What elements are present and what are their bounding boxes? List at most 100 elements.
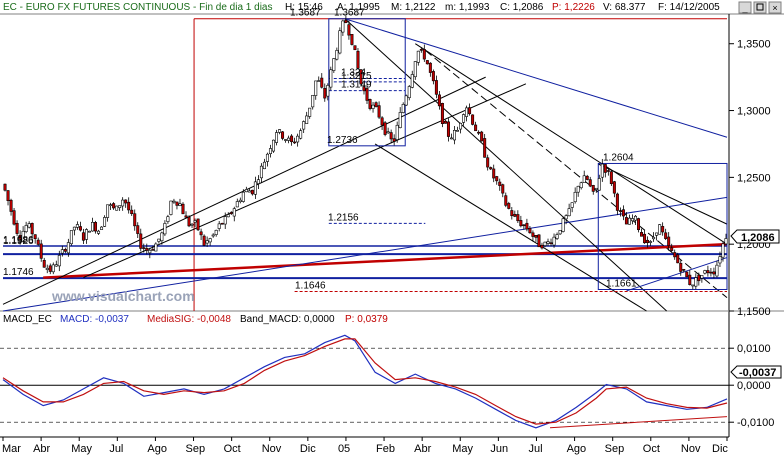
candle-up: [462, 114, 466, 123]
time-tick-label: Feb: [376, 443, 395, 455]
price-header: EC - EURO FX FUTURES CONTINUOUS - Fin de…: [3, 2, 720, 13]
header-p: P: 1,2226: [552, 2, 595, 13]
maximize-button[interactable]: [753, 1, 767, 14]
candle-up: [341, 20, 345, 33]
candle-down: [112, 203, 116, 209]
time-tick-label: Jul: [109, 443, 123, 455]
candle-up: [75, 224, 79, 228]
candle-up: [546, 241, 550, 244]
time-tick-label: Abr: [414, 443, 431, 455]
candle-down: [30, 223, 34, 235]
current-macd-label: -0,0037: [739, 367, 776, 379]
candle-up: [103, 217, 107, 227]
macd-tick-label: 0,0000: [737, 380, 771, 392]
candle-up: [564, 215, 568, 220]
candle-down: [519, 220, 523, 227]
candle-down: [501, 184, 505, 194]
header-min: m: 1,1993: [445, 2, 490, 13]
candle-up: [558, 230, 562, 235]
candle-down: [323, 88, 327, 99]
red-trend-line: [43, 242, 728, 279]
candle-up: [60, 249, 64, 254]
current-price-box: [730, 229, 780, 244]
candle-up: [416, 50, 420, 63]
candle-up: [244, 189, 248, 193]
candle-up: [100, 226, 104, 230]
candle-down: [549, 242, 553, 245]
candle-up: [404, 95, 408, 106]
black-channel-2: [415, 43, 728, 245]
candle-up: [600, 163, 604, 178]
candle-down: [443, 120, 447, 124]
time-tick-label: Jul: [528, 443, 542, 455]
candle-up: [326, 85, 330, 97]
candle-up: [166, 216, 170, 222]
level-label: 1.1986: [3, 235, 34, 246]
candle-down: [640, 232, 644, 237]
candle-up: [51, 264, 55, 273]
level-label: 1.3215: [341, 71, 372, 82]
candle-down: [670, 247, 674, 251]
candle-down: [588, 179, 592, 187]
candle-down: [709, 271, 713, 274]
candle-up: [27, 223, 31, 228]
fib-box-2: [597, 162, 728, 290]
candle-up: [576, 185, 580, 193]
candle-up: [371, 104, 375, 109]
time-tick-label: Nov: [262, 443, 282, 455]
candle-down: [293, 141, 297, 144]
time-tick-label: Sep: [605, 443, 625, 455]
current-macd-flag: -0,0037: [730, 365, 782, 379]
candle-up: [115, 205, 119, 211]
close-button[interactable]: [768, 1, 782, 14]
candle-up: [205, 240, 209, 244]
minimize-button[interactable]: [738, 1, 752, 14]
close-icon: ×: [772, 3, 777, 13]
header-hour: H: 15:46: [285, 2, 323, 13]
candle-up: [314, 80, 318, 96]
candle-down: [33, 234, 37, 240]
candle-up: [582, 175, 586, 183]
candle-up: [386, 131, 390, 134]
candle-down: [18, 234, 22, 240]
candle-up: [106, 204, 110, 218]
candle-down: [492, 168, 496, 179]
candle-up: [395, 124, 399, 140]
candle-up: [235, 201, 239, 208]
level-label: 1.3687: [334, 8, 365, 19]
candle-down: [528, 228, 532, 234]
candle-up: [627, 217, 631, 225]
candle-up: [66, 242, 70, 254]
candle-down: [637, 218, 641, 231]
candle-up: [597, 178, 601, 191]
window-buttons: _ ×: [738, 1, 782, 14]
candle-up: [700, 275, 704, 279]
candle-up: [118, 205, 122, 209]
time-tick-label: Ago: [567, 443, 587, 455]
candle-down: [181, 203, 185, 215]
candle-down: [621, 209, 625, 217]
candle-up: [658, 224, 662, 235]
candle-down: [39, 243, 43, 259]
time-tick-label: May: [452, 443, 473, 455]
candle-down: [136, 225, 140, 234]
candle-down: [585, 175, 589, 180]
candle-down: [534, 235, 538, 238]
candle-down: [489, 167, 493, 170]
candle-down: [362, 86, 366, 92]
price-tick-label: 1,1500: [737, 306, 771, 318]
time-tick-label: Dic: [300, 443, 316, 455]
candle-down: [606, 170, 610, 172]
current-macd-box: [730, 365, 782, 379]
candle-up: [465, 107, 469, 117]
candle-down: [15, 222, 19, 234]
candle-down: [679, 262, 683, 272]
candle-up: [69, 230, 73, 245]
candle-up: [226, 214, 230, 218]
candle-down: [344, 19, 348, 23]
candle-down: [320, 77, 324, 88]
candle-up: [317, 80, 321, 82]
candle-down: [350, 34, 354, 45]
candle-down: [706, 270, 710, 274]
